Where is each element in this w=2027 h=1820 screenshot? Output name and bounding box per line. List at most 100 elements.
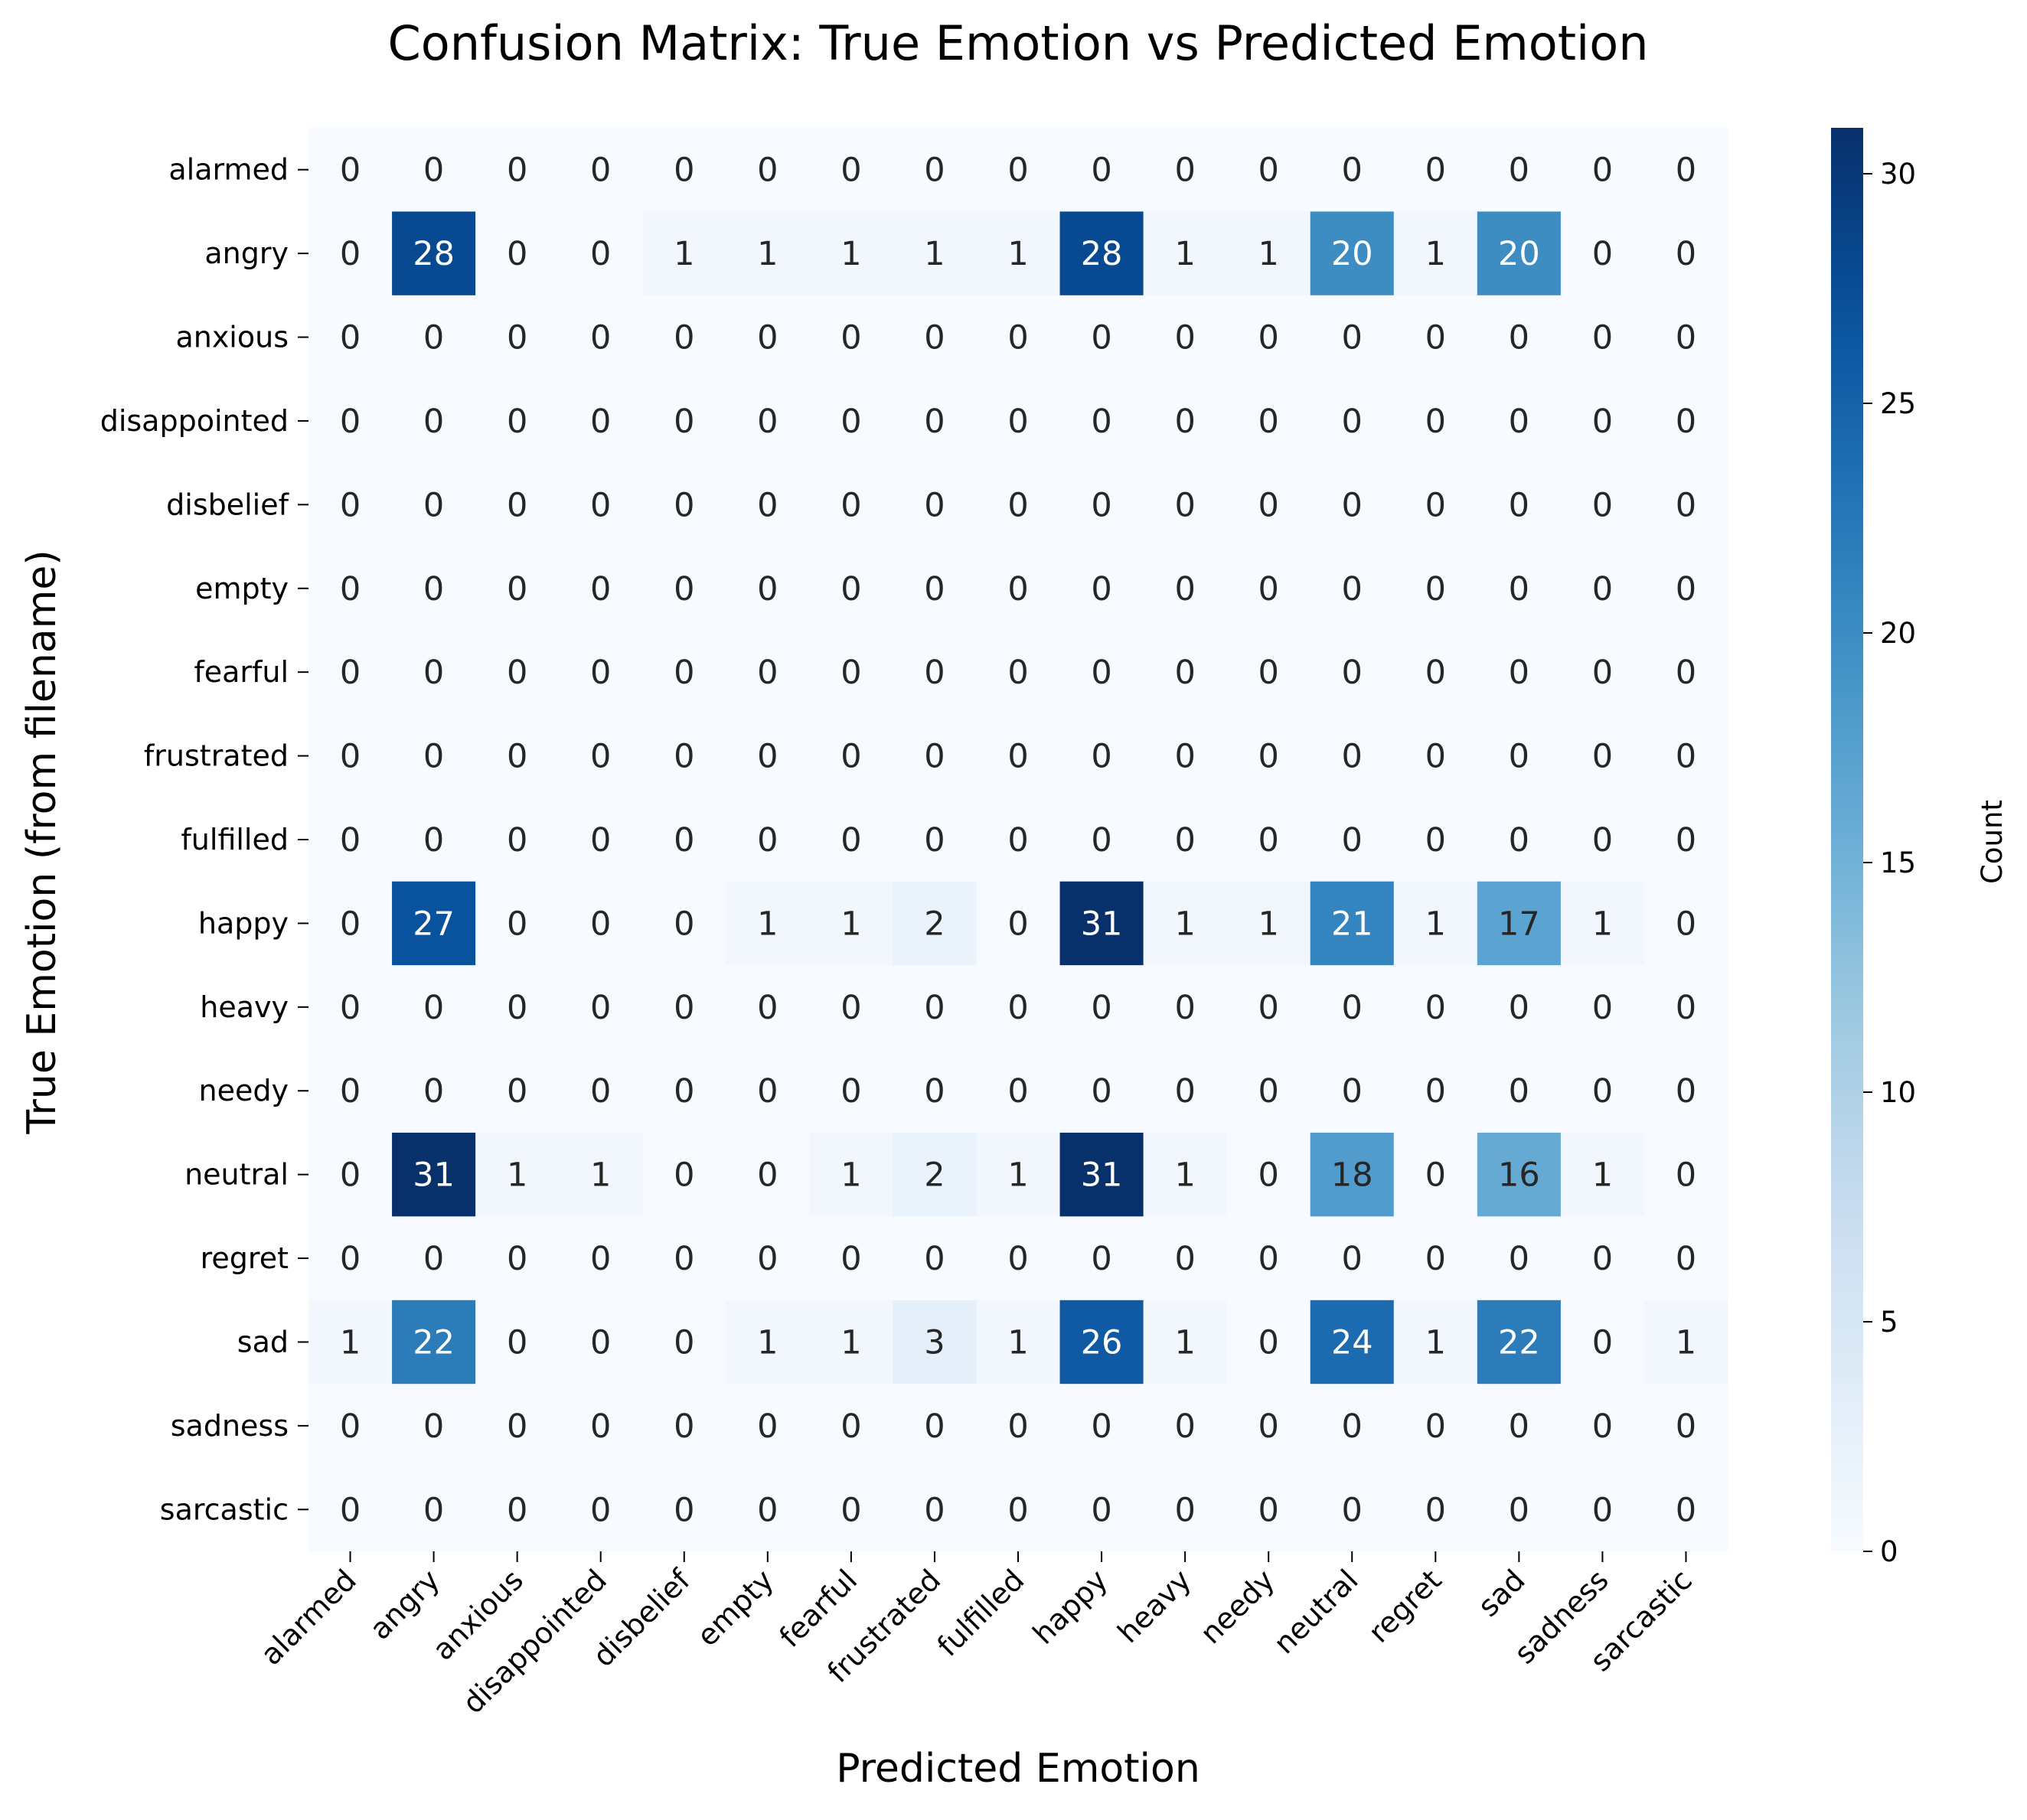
cell-value-label: 0 xyxy=(841,989,861,1027)
heatmap-cell xyxy=(1143,295,1228,380)
cell-value-label: 0 xyxy=(1509,486,1529,524)
heatmap-cell xyxy=(893,713,978,798)
heatmap-cell xyxy=(392,1216,476,1301)
heatmap-cell xyxy=(1477,211,1562,296)
cell-value-label: 0 xyxy=(1258,152,1278,190)
heatmap-cell xyxy=(642,211,726,296)
cell-value-label: 0 xyxy=(423,654,444,692)
colorbar-tick-label: 25 xyxy=(1880,387,1916,420)
y-tick-label: regret xyxy=(201,1241,289,1275)
cell-value-label: 0 xyxy=(1258,486,1278,524)
cell-value-label: 0 xyxy=(590,1491,611,1529)
cell-value-label: 0 xyxy=(423,738,444,776)
heatmap-cell xyxy=(1560,295,1645,380)
cell-value-label: 1 xyxy=(1258,905,1278,943)
heatmap-cell xyxy=(1310,379,1395,464)
cell-value-label: 0 xyxy=(423,1407,444,1446)
cell-value-label: 0 xyxy=(590,1072,611,1111)
heatmap-cell xyxy=(1059,1300,1144,1385)
heatmap-cell xyxy=(1643,1132,1728,1217)
cell-value-label: 1 xyxy=(1174,1323,1195,1362)
cell-value-label: 0 xyxy=(1091,570,1111,608)
cell-value-label: 0 xyxy=(590,821,611,859)
cell-value-label: 0 xyxy=(1509,821,1529,859)
cell-value-label: 0 xyxy=(423,319,444,357)
cell-value-label: 0 xyxy=(1676,403,1696,441)
heatmap-cell xyxy=(1226,211,1311,296)
heatmap-cell xyxy=(1393,128,1478,213)
cell-value-label: 0 xyxy=(841,319,861,357)
cell-value-label: 0 xyxy=(1007,570,1028,608)
cell-value-label: 0 xyxy=(1174,1407,1195,1446)
cell-value-label: 0 xyxy=(1342,1491,1363,1529)
heatmap-cell xyxy=(809,1049,894,1133)
cell-value-label: 0 xyxy=(924,1491,945,1529)
cell-value-label: 0 xyxy=(841,1072,861,1111)
cell-value-label: 0 xyxy=(1174,319,1195,357)
cell-value-label: 0 xyxy=(1174,403,1195,441)
cell-value-label: 0 xyxy=(924,403,945,441)
heatmap-cell xyxy=(1310,965,1395,1050)
cell-value-label: 0 xyxy=(1592,1491,1613,1529)
cell-value-label: 1 xyxy=(1425,1323,1446,1362)
cell-value-label: 2 xyxy=(924,1156,945,1195)
heatmap-cell xyxy=(976,1384,1061,1469)
heatmap-cell xyxy=(809,211,894,296)
heatmap-cell xyxy=(642,965,726,1050)
heatmap-cell xyxy=(308,965,393,1050)
heatmap-cell xyxy=(893,881,978,966)
heatmap-cell xyxy=(1393,630,1478,715)
heatmap-cell xyxy=(893,1300,978,1385)
heatmap-cell xyxy=(976,462,1061,547)
x-tick-label: sad xyxy=(1471,1563,1532,1623)
heatmap-cell xyxy=(1393,462,1478,547)
cell-value-label: 0 xyxy=(1592,1072,1613,1111)
heatmap-cell xyxy=(1143,128,1228,213)
heatmap-cell xyxy=(559,295,643,380)
cell-value-label: 0 xyxy=(1509,403,1529,441)
cell-value-label: 22 xyxy=(1498,1323,1540,1362)
cell-value-label: 0 xyxy=(924,152,945,190)
cell-value-label: 0 xyxy=(674,486,694,524)
cell-value-label: 0 xyxy=(1091,152,1111,190)
heatmap-cell xyxy=(1226,965,1311,1050)
cell-value-label: 0 xyxy=(1258,738,1278,776)
cell-value-label: 1 xyxy=(924,235,945,273)
heatmap-cell xyxy=(1393,1384,1478,1469)
heatmap-cell xyxy=(392,713,476,798)
heatmap-cell xyxy=(1477,379,1562,464)
heatmap-cell xyxy=(1226,1049,1311,1133)
heatmap-cell xyxy=(976,965,1061,1050)
cell-value-label: 0 xyxy=(1342,403,1363,441)
heatmap-cell xyxy=(1393,881,1478,966)
heatmap-cell xyxy=(1643,797,1728,882)
heatmap-cell xyxy=(1226,1216,1311,1301)
heatmap-cell xyxy=(809,1384,894,1469)
cell-value-label: 0 xyxy=(674,570,694,608)
cell-value-label: 1 xyxy=(1592,1156,1613,1195)
cell-value-label: 0 xyxy=(674,1323,694,1362)
heatmap-cell xyxy=(642,1132,726,1217)
cell-value-label: 0 xyxy=(423,821,444,859)
heatmap-cell xyxy=(893,965,978,1050)
cell-value-label: 0 xyxy=(507,1407,527,1446)
heatmap-cell xyxy=(1310,713,1395,798)
cell-value-label: 0 xyxy=(841,821,861,859)
cell-value-label: 0 xyxy=(590,570,611,608)
cell-value-label: 0 xyxy=(1592,1323,1613,1362)
cell-value-label: 0 xyxy=(340,738,361,776)
cell-value-label: 0 xyxy=(924,1407,945,1446)
cell-value-label: 0 xyxy=(423,1240,444,1278)
colorbar: 0 5 10 15 20 25 30 xyxy=(1831,128,1916,1568)
colorbar-tick-label: 0 xyxy=(1880,1535,1898,1568)
heatmap-cell xyxy=(976,1300,1061,1385)
cell-value-label: 0 xyxy=(1007,152,1028,190)
heatmap-cell xyxy=(392,965,476,1050)
heatmap-cell xyxy=(1310,797,1395,882)
heatmap-cell xyxy=(475,1384,560,1469)
heatmap-cell xyxy=(1310,1216,1395,1301)
cell-value-label: 0 xyxy=(674,905,694,943)
cell-value-label: 0 xyxy=(1091,319,1111,357)
heatmap-cell xyxy=(809,1132,894,1217)
